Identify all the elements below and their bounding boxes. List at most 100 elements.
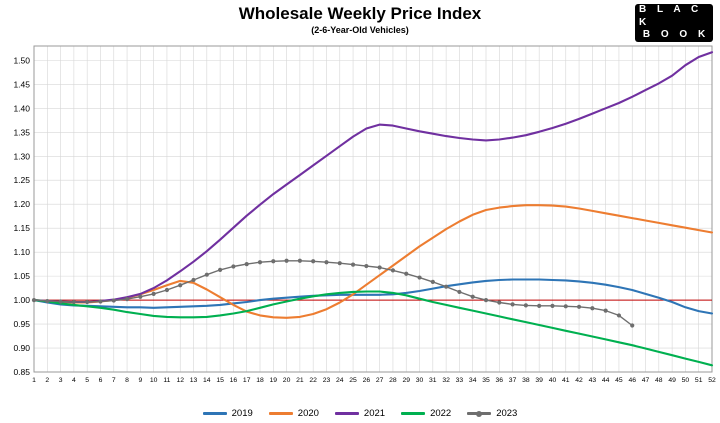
series-line-2021 <box>32 51 714 304</box>
series-marker-2023 <box>430 279 435 284</box>
series-marker-2023 <box>497 300 502 305</box>
x-axis-tick-label: 49 <box>668 377 676 384</box>
legend-label-2022: 2022 <box>430 408 452 419</box>
x-axis-tick-label: 23 <box>323 377 331 384</box>
series-marker-2023 <box>71 299 76 305</box>
x-axis-tick-label: 11 <box>163 377 170 384</box>
legend-item-2022: 2022 <box>401 408 451 419</box>
legend-marker-dot <box>476 410 483 417</box>
x-axis-tick-label: 16 <box>230 377 238 384</box>
legend-item-2019: 2019 <box>202 408 253 419</box>
x-axis-tick-label: 36 <box>496 377 504 384</box>
legend-label-2019: 2019 <box>231 408 253 419</box>
x-axis-tick-label: 15 <box>216 377 224 384</box>
y-axis-tick-label: 0.85 <box>13 367 30 377</box>
y-axis-tick-label: 1.05 <box>13 271 30 281</box>
y-axis-tick-label: 1.40 <box>13 103 30 113</box>
x-axis-tick-label: 44 <box>602 377 610 384</box>
series-marker-2023 <box>151 291 156 296</box>
x-axis-tick-label: 40 <box>549 377 557 384</box>
x-axis-tick-label: 47 <box>642 377 650 384</box>
x-axis-tick-label: 22 <box>309 377 317 384</box>
series-marker-2023 <box>390 268 396 273</box>
series-marker-2023 <box>45 298 50 304</box>
x-axis-tick-label: 26 <box>363 377 371 384</box>
series-marker-2023 <box>470 294 475 299</box>
x-axis-tick-label: 14 <box>203 377 211 384</box>
x-axis-tick-label: 28 <box>389 377 397 384</box>
y-axis-tick-label: 1.45 <box>13 79 30 89</box>
x-axis-tick-label: 48 <box>655 377 663 384</box>
x-axis-tick-label: 29 <box>402 377 410 384</box>
series-marker-2023 <box>191 277 196 283</box>
legend-swatch-2020 <box>268 412 293 415</box>
legend-item-2020: 2020 <box>268 408 319 419</box>
series-marker-2023 <box>537 303 542 308</box>
series-marker-2023 <box>523 303 528 308</box>
x-axis-tick-label: 6 <box>99 377 103 384</box>
legend-swatch-2019 <box>202 412 227 415</box>
series-marker-2023 <box>510 302 515 307</box>
x-axis-tick-label: 32 <box>442 377 450 384</box>
x-axis-tick-label: 52 <box>708 377 716 384</box>
y-axis-tick-label: 1.30 <box>13 151 30 161</box>
x-axis-tick-label: 33 <box>456 377 464 384</box>
series-marker-2023 <box>576 304 582 309</box>
x-axis-tick-label: 27 <box>376 377 384 384</box>
chart-legend: 2019 2020 2021 2022 2023 <box>0 408 720 419</box>
y-axis-tick-label: 0.95 <box>13 319 30 329</box>
legend-item-2021: 2021 <box>334 408 385 419</box>
series-marker-2023 <box>563 304 568 309</box>
y-axis-tick-label: 1.00 <box>13 295 30 305</box>
series-marker-2023 <box>603 308 608 313</box>
x-axis-tick-label: 5 <box>85 377 89 384</box>
x-axis-tick-label: 20 <box>283 377 291 384</box>
x-axis-tick-label: 19 <box>270 377 278 384</box>
x-axis-tick-label: 37 <box>509 377 517 384</box>
x-axis-tick-label: 50 <box>682 377 690 384</box>
series-marker-2023 <box>377 265 382 270</box>
series-line-2022 <box>32 290 714 367</box>
legend-label-2020: 2020 <box>297 408 319 419</box>
series-marker-2023 <box>417 275 422 280</box>
series-marker-2023 <box>244 262 249 267</box>
series-marker-2023 <box>271 259 276 264</box>
legend-swatch-2023 <box>467 410 492 417</box>
series-marker-2023 <box>204 272 209 277</box>
series-line-2023 <box>33 260 633 327</box>
series-marker-2023 <box>31 297 37 303</box>
x-axis-tick-label: 9 <box>138 377 142 384</box>
legend-swatch-2021 <box>334 412 359 415</box>
y-axis-tick-label: 0.90 <box>13 343 30 353</box>
legend-item-2023: 2023 <box>467 408 517 419</box>
series-marker-2023 <box>124 297 130 302</box>
series-marker-2023 <box>364 263 369 269</box>
series-marker-2023 <box>444 284 449 289</box>
series-marker-2023 <box>616 313 622 318</box>
series-marker-2023 <box>164 287 170 293</box>
x-axis-tick-label: 35 <box>482 377 490 384</box>
logo-line-1: B L A C K <box>639 4 703 28</box>
series-marker-2023 <box>297 258 302 263</box>
y-axis-tick-label: 1.35 <box>13 127 30 137</box>
y-axis-tick-label: 1.25 <box>13 175 30 185</box>
x-axis-tick-label: 3 <box>59 377 63 384</box>
series-marker-2023 <box>550 303 555 308</box>
x-axis-tick-label: 31 <box>429 377 437 384</box>
y-axis-tick-label: 1.20 <box>13 199 30 209</box>
series-marker-2023 <box>257 260 263 265</box>
x-axis-tick-label: 46 <box>628 377 636 384</box>
x-axis-tick-label: 8 <box>125 377 129 384</box>
series-marker-2023 <box>138 294 143 299</box>
x-axis-tick-label: 42 <box>575 377 583 384</box>
x-axis-tick-label: 17 <box>243 377 251 384</box>
x-axis-tick-label: 10 <box>150 377 158 384</box>
legend-swatch-2022 <box>401 412 426 415</box>
x-axis-tick-label: 41 <box>562 377 570 384</box>
series-marker-2023 <box>350 262 356 267</box>
series-marker-2023 <box>311 259 316 264</box>
x-axis-tick-label: 30 <box>416 377 424 384</box>
series-marker-2023 <box>58 299 63 304</box>
x-axis-tick-label: 1 <box>32 377 36 384</box>
series-marker-2023 <box>98 299 103 304</box>
